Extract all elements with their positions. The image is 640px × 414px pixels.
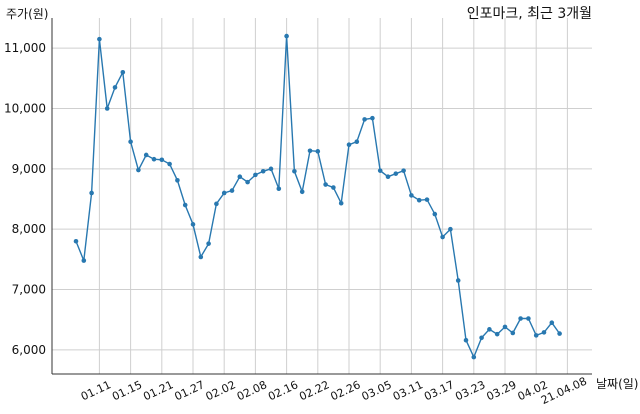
price-point [463, 337, 469, 343]
price-point [112, 85, 118, 90]
price-point [401, 168, 406, 173]
x-tick-label: 02.08 [235, 378, 269, 403]
price-point [385, 174, 391, 179]
y-tick-label: 10,000 [4, 102, 46, 116]
price-point [136, 167, 141, 173]
price-point [354, 139, 360, 144]
x-tick-label: 02.16 [266, 378, 300, 403]
price-point [104, 106, 110, 111]
price-point [167, 161, 172, 167]
price-point [557, 331, 562, 336]
price-point [268, 166, 274, 172]
y-tick-label: 7,000 [12, 283, 46, 297]
price-point [448, 226, 453, 232]
price-point [143, 152, 149, 158]
price-point [455, 278, 461, 283]
price-point [416, 197, 422, 203]
price-point [175, 178, 180, 183]
price-point [338, 200, 344, 206]
x-tick-label: 21.04.08 [539, 375, 589, 407]
x-tick-label: 02.26 [328, 378, 362, 403]
price-point [424, 197, 430, 202]
grid-layer [52, 18, 592, 374]
x-tick-label: 02.22 [297, 378, 331, 403]
price-point [229, 188, 235, 193]
price-point [440, 234, 445, 240]
x-tick-label: 03.23 [453, 378, 487, 403]
price-point [346, 142, 352, 148]
y-axis-title: 주가(원) [6, 7, 48, 21]
price-point [518, 316, 523, 321]
price-point [409, 193, 414, 198]
price-point [370, 115, 375, 121]
price-point [479, 335, 484, 341]
label-layer: 주가(원) 인포마크, 최근 3개월 날짜(일) [6, 6, 638, 391]
x-axis-title: 날짜(일) [596, 377, 638, 391]
price-point [393, 171, 399, 176]
series-layer [73, 33, 562, 360]
price-point [73, 238, 79, 244]
price-point [510, 330, 516, 336]
price-point [471, 354, 477, 360]
price-point [526, 316, 531, 321]
price-point [151, 156, 157, 162]
price-point [81, 258, 87, 263]
x-tick-label: 03.05 [360, 378, 394, 403]
x-tick-label: 03.11 [391, 378, 425, 403]
price-point [549, 320, 555, 326]
y-tick-label: 6,000 [12, 343, 46, 357]
price-point [120, 70, 126, 75]
x-tick-label: 03.17 [422, 378, 456, 403]
price-point [190, 222, 196, 227]
price-point [276, 186, 282, 192]
x-tick-label: 01.11 [79, 378, 113, 403]
price-point [237, 174, 243, 179]
axis-layer: 6,0007,0008,0009,00010,00011,00001.1101.… [4, 18, 592, 407]
price-point [214, 201, 219, 207]
price-point [253, 172, 258, 178]
price-point [284, 33, 289, 39]
price-point [97, 36, 102, 42]
price-point [432, 211, 438, 217]
price-point [182, 202, 188, 208]
price-point [362, 117, 367, 122]
y-tick-label: 9,000 [12, 162, 46, 176]
price-point [260, 168, 266, 174]
y-tick-label: 11,000 [4, 41, 46, 55]
price-point [331, 185, 336, 190]
price-point [487, 327, 492, 332]
x-tick-label: 02.02 [204, 378, 238, 403]
price-point [377, 168, 383, 173]
price-point [221, 190, 227, 196]
price-point [323, 182, 328, 187]
price-point [541, 330, 547, 335]
price-point [89, 190, 94, 196]
x-tick-label: 01.21 [141, 378, 175, 403]
price-point [502, 324, 508, 330]
price-point [533, 333, 539, 338]
price-point [292, 168, 297, 174]
chart-title: 인포마크, 최근 3개월 [467, 6, 592, 22]
price-point [494, 331, 500, 337]
x-tick-label: 01.15 [110, 378, 144, 403]
price-point [299, 189, 305, 195]
price-point [198, 254, 204, 260]
price-point [128, 139, 133, 144]
x-tick-label: 01.27 [172, 378, 206, 403]
price-point [315, 149, 321, 154]
y-tick-label: 8,000 [12, 222, 46, 236]
price-point [206, 241, 211, 246]
price-point [245, 179, 250, 185]
price-point [307, 148, 313, 154]
x-tick-label: 03.29 [484, 378, 518, 403]
price-point [159, 157, 165, 163]
